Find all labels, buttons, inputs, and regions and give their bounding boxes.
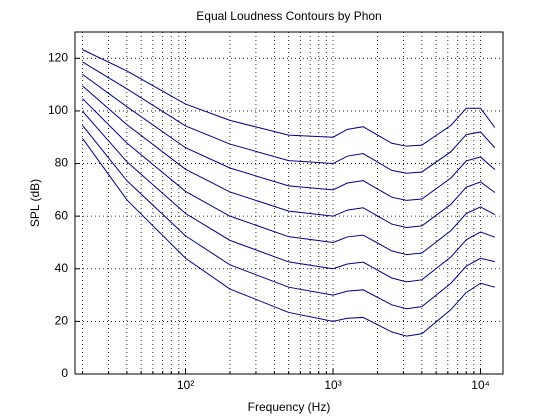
x-tick-label: 10⁴ (471, 378, 490, 392)
contour-line (82, 61, 496, 174)
chart-title: Equal Loudness Contours by Phon (196, 9, 381, 23)
contour-line (82, 137, 495, 337)
x-axis-label: Frequency (Hz) (248, 400, 331, 414)
y-tick-label: 60 (55, 208, 69, 222)
y-tick-label: 40 (55, 261, 69, 275)
contour-line (82, 98, 496, 256)
contour-line (82, 125, 495, 310)
y-tick-label: 120 (48, 50, 68, 64)
y-tick-label: 20 (55, 314, 69, 328)
x-tick-label: 10³ (324, 378, 341, 392)
plot-frame (74, 31, 504, 375)
x-tick-label: 10² (177, 378, 194, 392)
y-tick-label: 100 (48, 103, 68, 117)
contour-line (82, 49, 496, 147)
y-axis-label: SPL (dB) (28, 179, 42, 227)
contour-line (82, 110, 496, 283)
contour-line (82, 85, 496, 228)
y-tick-label: 80 (55, 156, 69, 170)
contour-line (82, 73, 496, 201)
y-tick-label: 0 (61, 366, 68, 380)
